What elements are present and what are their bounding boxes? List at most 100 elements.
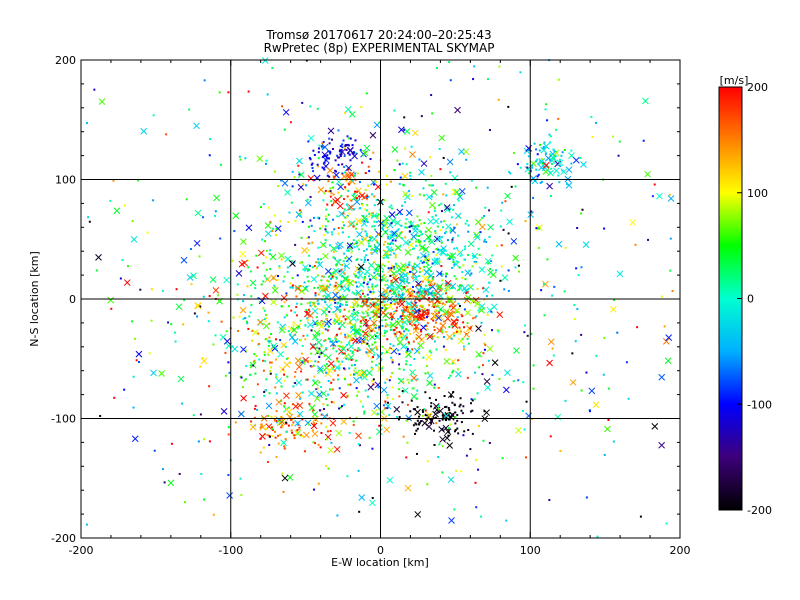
data-point (359, 207, 362, 210)
data-point (337, 378, 340, 381)
data-point (450, 216, 453, 219)
data-point (424, 372, 427, 375)
data-point (444, 232, 447, 235)
data-point (435, 348, 438, 351)
data-point (405, 218, 408, 221)
data-point (540, 157, 543, 160)
data-point (338, 270, 341, 273)
data-point (558, 181, 561, 184)
data-point (226, 492, 234, 499)
data-point (296, 402, 304, 409)
data-point (344, 186, 347, 189)
data-point (93, 88, 96, 91)
data-point (415, 240, 418, 243)
data-point (320, 145, 323, 148)
data-point (546, 359, 553, 367)
data-point (361, 289, 364, 292)
data-point (443, 434, 451, 442)
data-point (274, 286, 277, 289)
data-point (232, 316, 235, 319)
data-point (294, 357, 302, 364)
data-point (396, 338, 404, 346)
data-point (354, 227, 357, 230)
data-point (280, 294, 288, 302)
data-point (294, 243, 297, 246)
data-point (388, 346, 391, 349)
data-point (450, 395, 453, 398)
data-point (420, 304, 423, 307)
data-point (309, 219, 312, 222)
data-point (482, 439, 485, 442)
data-point (237, 329, 240, 332)
data-point (311, 430, 319, 438)
data-point (250, 420, 253, 423)
data-point (457, 432, 460, 435)
data-point (381, 270, 384, 273)
data-point (324, 159, 327, 162)
data-point (293, 437, 296, 440)
data-point (448, 418, 451, 421)
data-point (378, 362, 381, 365)
data-point (322, 155, 325, 158)
data-point (262, 262, 265, 265)
data-point (507, 269, 510, 272)
data-point (357, 347, 360, 350)
data-point (388, 413, 391, 416)
data-point (390, 235, 393, 238)
data-point (321, 331, 324, 334)
data-point (190, 272, 197, 280)
data-point (365, 209, 368, 212)
data-point (370, 212, 378, 220)
data-point (454, 422, 457, 425)
data-point (476, 288, 479, 291)
data-point (411, 267, 414, 270)
data-point (250, 295, 253, 298)
data-point (380, 294, 383, 297)
data-point (346, 215, 349, 218)
data-point (378, 290, 385, 298)
data-point (348, 137, 351, 140)
data-point (293, 434, 296, 437)
data-point (296, 302, 299, 305)
data-point (327, 180, 330, 183)
data-point (266, 461, 269, 464)
data-point (261, 57, 269, 64)
data-point (358, 444, 361, 447)
data-point (390, 207, 393, 210)
data-point (384, 381, 387, 384)
data-point (285, 430, 288, 433)
data-point (411, 129, 419, 137)
data-point (348, 220, 356, 227)
data-point (307, 134, 315, 142)
data-point (543, 141, 546, 144)
data-point (585, 496, 588, 499)
data-point (444, 411, 452, 419)
data-point (305, 308, 308, 311)
data-point (483, 378, 491, 385)
data-point (438, 204, 441, 207)
data-point (474, 300, 481, 308)
data-point (422, 305, 425, 308)
data-point (310, 352, 313, 355)
data-point (422, 246, 430, 253)
data-point (333, 364, 341, 371)
data-point (185, 198, 188, 201)
data-point (442, 156, 445, 159)
data-point (391, 146, 399, 153)
data-point (333, 176, 336, 179)
data-point (275, 392, 278, 395)
data-point (414, 422, 417, 425)
data-point (352, 337, 359, 344)
colorbar-tick-label: 100 (747, 187, 768, 200)
data-point (399, 277, 406, 285)
data-point (284, 345, 287, 348)
data-point (361, 405, 364, 408)
data-point (285, 314, 288, 317)
data-point (442, 302, 445, 305)
data-point (373, 195, 376, 198)
data-point (367, 354, 370, 357)
data-point (412, 340, 415, 343)
data-point (404, 236, 407, 239)
data-point (95, 254, 102, 261)
data-point (363, 220, 366, 223)
